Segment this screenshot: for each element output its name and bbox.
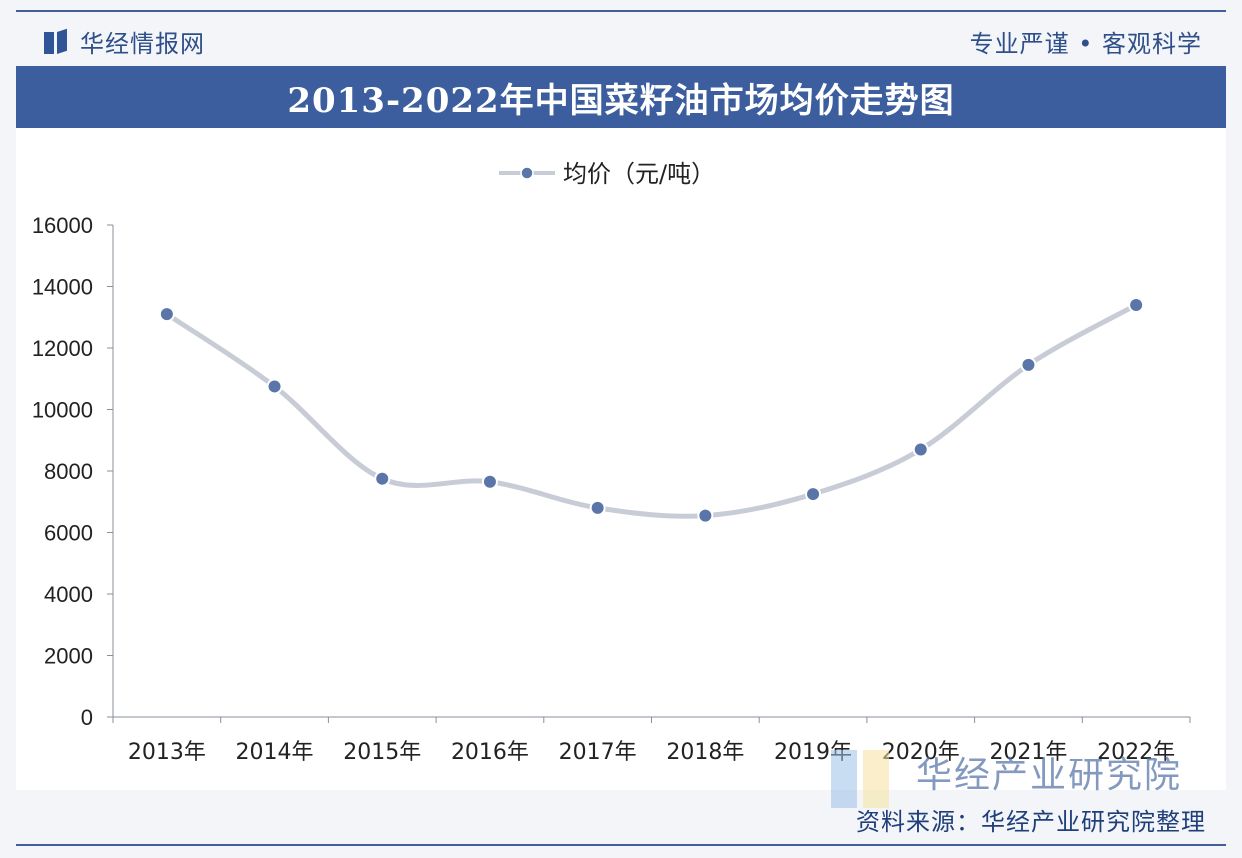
y-tick-label: 4000 xyxy=(44,582,93,607)
header: 华经情报网 专业严谨 • 客观科学 xyxy=(16,14,1226,66)
x-tick-label: 2013年 xyxy=(128,740,206,765)
brand-name: 华经情报网 xyxy=(80,30,205,58)
y-tick-label: 2000 xyxy=(44,644,93,669)
data-point xyxy=(481,473,498,490)
series-line xyxy=(164,302,1139,519)
chart-area: 0 2000 4000 6000 8000 10000 12000 14000 16000 201… xyxy=(16,128,1226,794)
bottom-rule xyxy=(16,844,1226,846)
watermark-text: 华经产业研究院 xyxy=(916,755,1183,796)
line-chart: 0 2000 4000 6000 8000 10000 12000 14000 16000 201… xyxy=(32,160,1191,765)
source-note: 资料来源：华经产业研究院整理 xyxy=(856,808,1206,836)
data-point xyxy=(589,499,606,516)
y-tick-label: 16000 xyxy=(32,213,93,238)
y-tick-label: 8000 xyxy=(44,459,93,484)
legend-swatch-marker xyxy=(520,166,534,180)
x-tick-label: 2020年 xyxy=(882,740,960,765)
legend-label: 均价（元/吨） xyxy=(563,160,715,188)
data-point xyxy=(158,306,175,323)
x-tick-label: 2021年 xyxy=(989,740,1067,765)
data-point xyxy=(697,507,714,524)
x-tick-label: 2016年 xyxy=(451,740,529,765)
y-tick-label: 12000 xyxy=(32,336,93,361)
top-rule xyxy=(16,10,1226,12)
data-point xyxy=(1020,356,1037,373)
x-tick-label: 2017年 xyxy=(559,740,637,765)
x-tick-label: 2014年 xyxy=(236,740,314,765)
chart-title: 2013-2022年中国菜籽油市场均价走势图 xyxy=(287,80,955,121)
data-point xyxy=(374,470,391,487)
x-tick-label: 2015年 xyxy=(343,740,421,765)
data-point xyxy=(805,486,822,503)
data-point xyxy=(1128,296,1145,313)
x-tick-label: 2022年 xyxy=(1097,740,1175,765)
title-bar: 2013-2022年中国菜籽油市场均价走势图 xyxy=(16,66,1226,128)
y-tick-label: 14000 xyxy=(32,275,93,300)
x-tick-label: 2018年 xyxy=(666,740,744,765)
slogan: 专业严谨 • 客观科学 xyxy=(969,30,1202,58)
brand: 华经情报网 xyxy=(44,24,205,59)
data-point xyxy=(912,441,929,458)
data-point xyxy=(266,378,283,395)
y-tick-label: 0 xyxy=(81,705,93,730)
y-tick-label: 10000 xyxy=(32,398,93,423)
footer: 华经产业研究院 资料来源：华经产业研究院整理 xyxy=(16,750,1226,846)
brand-logo-icon xyxy=(44,28,70,55)
y-tick-label: 6000 xyxy=(44,521,93,546)
watermark-logo-icon xyxy=(831,750,901,810)
